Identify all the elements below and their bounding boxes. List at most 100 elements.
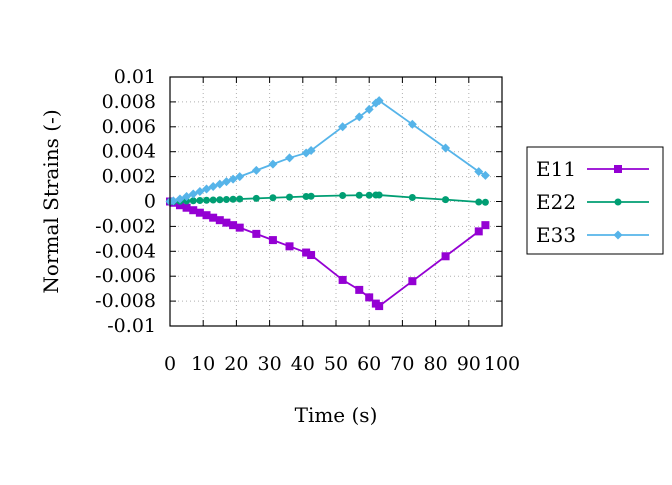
data-point-e11 — [229, 221, 238, 230]
data-point-e11 — [481, 221, 490, 230]
data-point-e33 — [182, 192, 192, 202]
series-e22 — [166, 191, 489, 206]
data-point-e33 — [285, 153, 295, 163]
data-point-e11 — [474, 227, 483, 236]
plot-area-border — [169, 76, 503, 327]
data-point-e33 — [202, 184, 212, 194]
data-point-e11 — [365, 293, 374, 302]
data-point-e33 — [215, 179, 225, 189]
data-point-e22 — [365, 191, 373, 199]
data-point-e22 — [442, 196, 450, 204]
y-tick-label: -0.01 — [107, 315, 156, 337]
data-point-e33 — [441, 143, 451, 153]
data-point-e11 — [338, 275, 347, 284]
data-point-e22 — [408, 194, 416, 202]
data-point-e11 — [222, 218, 231, 227]
data-point-e33 — [407, 119, 417, 129]
legend: E11 E22 E33 — [526, 146, 664, 255]
y-axis-tick-labels: 0.01 0.008 0.006 0.004 0.002 0-0.002 -0.004 -0.… — [95, 66, 156, 337]
data-point-e33 — [354, 112, 364, 122]
data-point-e33 — [474, 167, 484, 177]
data-point-e33 — [228, 174, 238, 184]
data-point-e11 — [285, 242, 294, 251]
data-point-e33 — [235, 172, 245, 182]
data-point-e11 — [307, 251, 316, 260]
legend-item-e33: E33 — [536, 223, 649, 247]
data-point-e22 — [229, 195, 237, 203]
data-point-e33 — [168, 196, 178, 206]
data-point-e33 — [251, 165, 261, 175]
data-point-e11 — [441, 252, 450, 261]
x-tick-label: 60 — [357, 353, 381, 375]
data-point-e22 — [252, 194, 260, 202]
x-tick-label: 10 — [191, 353, 215, 375]
data-point-e22 — [189, 197, 197, 205]
data-point-e11 — [355, 285, 364, 294]
data-point-e22 — [339, 192, 347, 200]
x-tick-label: 90 — [457, 353, 481, 375]
data-point-e11 — [235, 223, 244, 232]
x-tick-label: 50 — [324, 353, 348, 375]
data-point-e33 — [195, 187, 205, 197]
data-point-e22 — [355, 191, 363, 199]
x-tick-label: 100 — [484, 353, 520, 375]
y-tick-label: 0.002 — [102, 166, 156, 188]
x-axis-tick-labels: 0 10 20 30 40 50 60 70 80 90 100 — [164, 353, 520, 375]
data-point-e11 — [195, 208, 204, 217]
data-point-e11 — [182, 203, 191, 212]
legend-marker-e22 — [614, 198, 622, 206]
legend-label: E22 — [536, 190, 576, 214]
legend-label: E11 — [536, 157, 576, 181]
y-tick-label: 0.004 — [102, 141, 156, 163]
data-point-e11 — [202, 211, 211, 220]
x-tick-label: 20 — [224, 353, 248, 375]
x-tick-label: 30 — [258, 353, 282, 375]
data-point-e22 — [286, 193, 294, 201]
legend-label: E33 — [536, 223, 576, 247]
data-point-e22 — [216, 196, 224, 204]
data-point-e33 — [175, 194, 185, 204]
data-point-e22 — [375, 191, 383, 199]
data-point-e22 — [269, 194, 277, 202]
y-tick-label: 0.006 — [102, 116, 156, 138]
data-point-e22 — [302, 193, 310, 201]
legend-item-e11: E11 — [536, 157, 649, 181]
legend-box — [526, 146, 664, 255]
data-point-e22 — [209, 196, 217, 204]
data-point-e22 — [222, 196, 230, 204]
data-point-e11 — [252, 229, 261, 238]
legend-marker-e11 — [614, 165, 622, 173]
data-point-e33 — [221, 177, 231, 187]
data-point-e22 — [203, 196, 211, 204]
data-point-e22 — [236, 195, 244, 203]
data-point-e33 — [268, 159, 278, 169]
x-tick-label: 70 — [390, 353, 414, 375]
data-point-e11 — [408, 277, 417, 286]
x-tick-label: 0 — [164, 353, 176, 375]
data-point-e33 — [364, 104, 374, 114]
series-e33 — [165, 96, 490, 206]
data-point-e33 — [306, 145, 316, 155]
series-group — [165, 96, 490, 311]
y-tick-label: -0.008 — [95, 290, 156, 312]
x-tick-label: 80 — [424, 353, 448, 375]
series-e11 — [166, 197, 490, 311]
data-point-e22 — [481, 198, 489, 206]
legend-marker-e33 — [613, 230, 623, 240]
y-tick-label: -0.004 — [95, 240, 156, 262]
data-point-e33 — [188, 189, 198, 199]
data-point-e33 — [374, 96, 384, 106]
legend-item-e22: E22 — [536, 190, 649, 214]
data-point-e22 — [196, 197, 204, 205]
data-point-e11 — [189, 206, 198, 215]
data-point-e11 — [209, 213, 218, 222]
data-point-e22 — [475, 198, 483, 206]
data-point-e11 — [215, 216, 224, 225]
data-point-e22 — [307, 192, 315, 200]
y-tick-label: 0.01 — [114, 66, 156, 88]
data-point-e33 — [338, 122, 348, 132]
data-point-e11 — [302, 248, 311, 257]
y-axis-title: Normal Strains (-) — [39, 109, 63, 293]
y-tick-label: 0.008 — [102, 91, 156, 113]
